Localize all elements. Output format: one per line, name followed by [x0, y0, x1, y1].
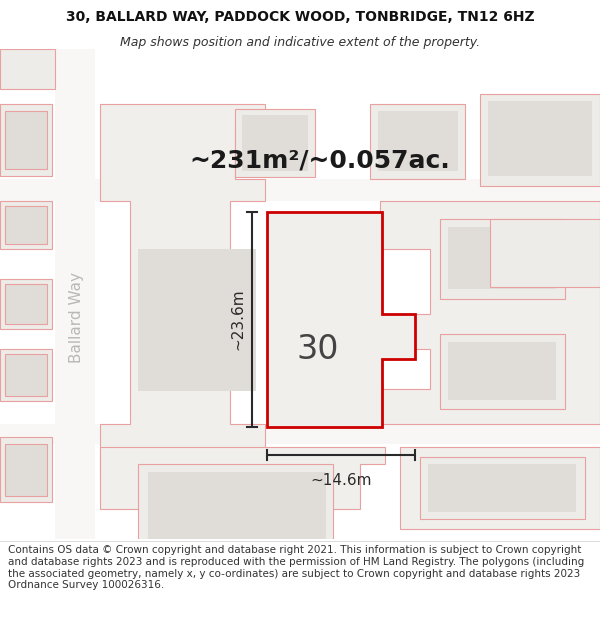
Polygon shape	[242, 115, 308, 171]
Polygon shape	[448, 342, 556, 400]
Polygon shape	[0, 179, 600, 201]
Polygon shape	[0, 424, 600, 444]
Polygon shape	[5, 111, 47, 169]
Text: ~231m²/~0.057ac.: ~231m²/~0.057ac.	[190, 149, 451, 173]
Polygon shape	[440, 334, 565, 409]
Polygon shape	[0, 201, 52, 249]
Text: ~23.6m: ~23.6m	[230, 289, 245, 351]
Text: Map shows position and indicative extent of the property.: Map shows position and indicative extent…	[120, 36, 480, 49]
Polygon shape	[100, 104, 265, 479]
Polygon shape	[488, 101, 592, 176]
Text: Ballard Way: Ballard Way	[68, 272, 83, 362]
Polygon shape	[440, 219, 565, 299]
Polygon shape	[235, 109, 315, 177]
Text: Contains OS data © Crown copyright and database right 2021. This information is : Contains OS data © Crown copyright and d…	[8, 546, 584, 590]
Polygon shape	[100, 448, 385, 509]
Text: 30: 30	[297, 332, 339, 366]
Polygon shape	[448, 227, 556, 289]
Polygon shape	[378, 111, 458, 171]
Polygon shape	[148, 472, 326, 552]
Polygon shape	[5, 444, 47, 496]
Polygon shape	[480, 94, 600, 186]
Polygon shape	[0, 438, 52, 503]
Polygon shape	[55, 49, 95, 539]
Polygon shape	[0, 279, 52, 329]
Polygon shape	[0, 49, 55, 89]
Polygon shape	[420, 458, 585, 519]
Polygon shape	[370, 104, 465, 179]
Polygon shape	[400, 448, 600, 529]
Text: 30, BALLARD WAY, PADDOCK WOOD, TONBRIDGE, TN12 6HZ: 30, BALLARD WAY, PADDOCK WOOD, TONBRIDGE…	[65, 10, 535, 24]
Polygon shape	[138, 249, 256, 391]
Text: ~14.6m: ~14.6m	[310, 473, 372, 488]
Polygon shape	[0, 104, 52, 176]
Polygon shape	[138, 464, 333, 559]
Polygon shape	[5, 206, 47, 244]
Polygon shape	[490, 219, 600, 287]
Polygon shape	[380, 201, 600, 424]
Polygon shape	[428, 464, 576, 512]
Polygon shape	[0, 349, 52, 401]
Polygon shape	[5, 284, 47, 324]
Polygon shape	[5, 354, 47, 396]
Polygon shape	[267, 212, 415, 428]
